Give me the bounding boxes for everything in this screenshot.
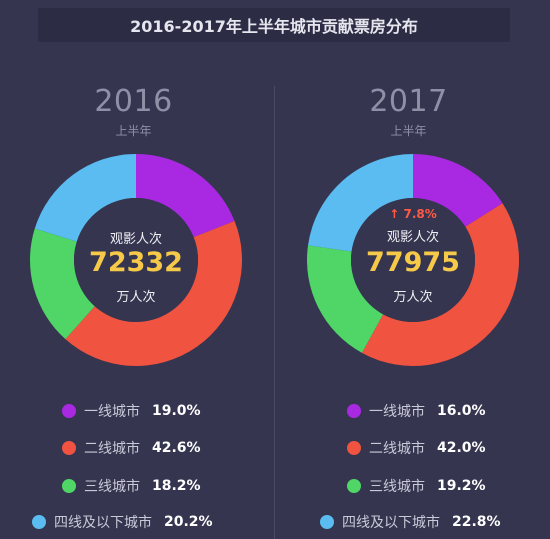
year-label: 2017 [369,84,448,119]
year-label: 2016 [94,84,173,119]
legend-item: 二线城市 42.0% [347,437,486,459]
legend-item: 三线城市 18.2% [62,475,201,497]
legend-item: 四线及以下城市 20.2% [32,511,213,533]
legend-name: 一线城市 [369,404,425,420]
legend-item: 一线城市 16.0% [347,400,486,422]
legend-value: 19.2% [437,478,486,494]
panel-2016: 2016 上半年 观影人次 72332 万人次 一线城市 19.0% 二线城市 … [0,84,275,538]
donut-hole [74,198,198,322]
legend-swatch [320,515,334,529]
legend-item: 三线城市 19.2% [347,475,486,497]
legend-name: 四线及以下城市 [342,515,440,531]
legend-swatch [347,441,361,455]
legend-name: 二线城市 [369,441,425,457]
legend-value: 16.0% [437,403,486,419]
center-value: 77975 [366,247,460,278]
donut-chart-2016 [29,154,242,366]
period-label: 上半年 [390,124,427,138]
legend-value: 42.6% [152,440,201,456]
legend-swatch [62,441,76,455]
panel-divider [274,86,275,539]
legend-swatch [62,479,76,493]
legend-item: 一线城市 19.0% [62,400,201,422]
slice-tier4 [34,154,136,242]
legend-value: 42.0% [437,440,486,456]
legend-name: 三线城市 [84,479,140,495]
legend-value: 20.2% [164,514,213,530]
donut-chart-2017 [307,154,519,366]
growth-value: 7.8% [403,207,437,221]
growth-indicator: ↑ 7.8% [343,207,483,221]
legend-item: 二线城市 42.6% [62,437,201,459]
arrow-up-icon: ↑ [389,207,400,221]
legend-swatch [32,515,46,529]
panel-2017: 2017 上半年 ↑ 7.8% 观影人次 77975 万人次 一线城市 16.0… [275,0,550,539]
center-label: 观影人次 [109,232,162,247]
donut-hole [351,198,475,322]
center-unit: 万人次 [116,290,156,305]
legend-name: 二线城市 [84,441,140,457]
legend-value: 22.8% [452,514,501,530]
period-label: 上半年 [115,124,152,138]
slice-tier4 [308,154,413,252]
legend-name: 三线城市 [369,479,425,495]
slice-tier3 [29,228,95,340]
center-unit: 万人次 [393,290,433,305]
slice-tier1 [136,154,235,238]
slice-tier3 [307,245,384,353]
legend-2016: 一线城市 19.0% 二线城市 42.6% 三线城市 18.2% 四线及以下城市… [0,398,275,538]
legend-swatch [347,404,361,418]
legend-item: 四线及以下城市 22.8% [320,511,501,533]
legend-value: 19.0% [152,403,201,419]
slice-tier1 [413,154,503,227]
legend-swatch [62,404,76,418]
legend-name: 四线及以下城市 [54,515,152,531]
slice-tier2 [65,220,242,366]
legend-swatch [347,479,361,493]
slice-tier2 [361,203,519,366]
center-label: 观影人次 [386,230,439,245]
legend-name: 一线城市 [84,404,140,420]
center-value: 72332 [89,247,183,278]
legend-2017: 一线城市 16.0% 二线城市 42.0% 三线城市 19.2% 四线及以下城市… [275,398,550,538]
legend-value: 18.2% [152,478,201,494]
chart-title: 2016-2017年上半年城市贡献票房分布 [38,8,510,42]
